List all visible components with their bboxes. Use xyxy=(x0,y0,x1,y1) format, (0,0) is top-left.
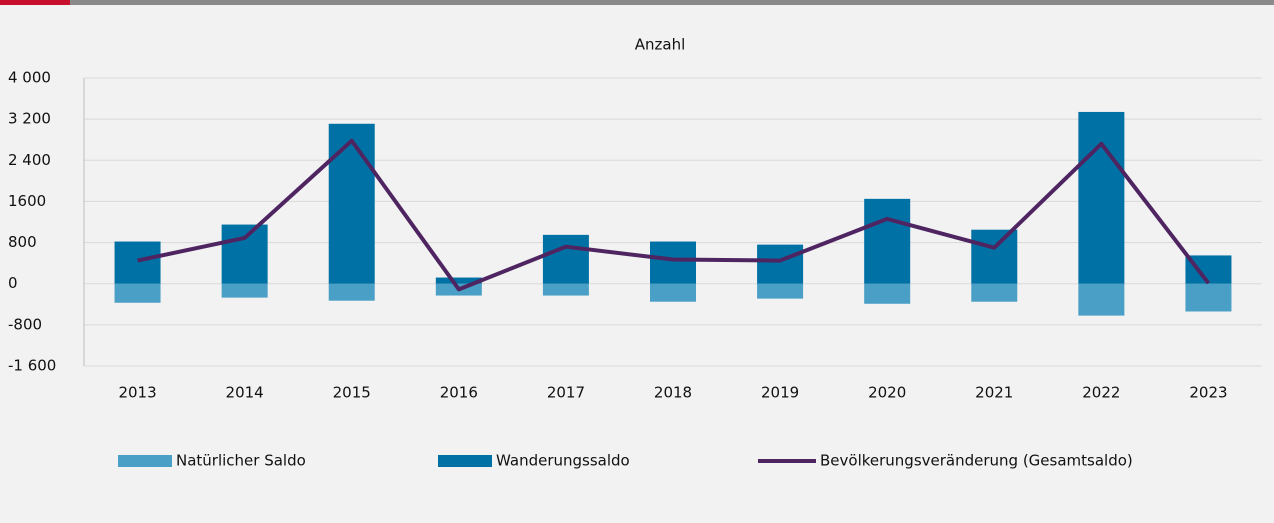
y-tick-label: -800 xyxy=(8,315,42,333)
x-tick-label: 2015 xyxy=(333,384,371,402)
bar xyxy=(328,283,375,301)
bar xyxy=(757,283,804,299)
bar xyxy=(221,224,268,284)
y-tick-label: 1600 xyxy=(8,192,46,210)
x-tick-label: 2018 xyxy=(654,384,692,402)
bar xyxy=(1078,111,1125,284)
x-tick-label: 2019 xyxy=(761,384,799,402)
legend-label: Bevölkerungsveränderung (Gesamtsaldo) xyxy=(820,452,1133,470)
y-tick-label: 2 400 xyxy=(8,151,51,169)
y-tick-label: -1 600 xyxy=(8,357,56,375)
bar xyxy=(114,241,161,284)
x-tick-label: 2021 xyxy=(975,384,1013,402)
bar xyxy=(328,123,375,284)
legend-swatch xyxy=(438,455,492,467)
bar xyxy=(542,234,589,284)
x-tick-label: 2014 xyxy=(226,384,264,402)
y-tick-label: 800 xyxy=(8,233,37,251)
y-tick-label: 0 xyxy=(8,274,18,292)
chart-title: Anzahl xyxy=(635,36,686,54)
legend-swatch xyxy=(118,455,172,467)
bar xyxy=(542,283,589,296)
bar xyxy=(971,229,1018,284)
legend-label: Natürlicher Saldo xyxy=(176,452,306,470)
y-tick-label: 3 200 xyxy=(8,110,51,128)
bar xyxy=(435,277,482,284)
line xyxy=(137,138,1211,292)
bar xyxy=(971,283,1018,302)
bar xyxy=(864,198,911,284)
bar xyxy=(757,244,804,284)
x-tick-label: 2022 xyxy=(1082,384,1120,402)
legend-label: Wanderungssaldo xyxy=(496,452,630,470)
x-tick-label: 2023 xyxy=(1189,384,1227,402)
x-tick-label: 2013 xyxy=(118,384,156,402)
x-tick-label: 2016 xyxy=(440,384,478,402)
bar xyxy=(650,241,696,284)
bar xyxy=(864,283,911,304)
bar xyxy=(650,283,696,302)
bar xyxy=(1078,283,1125,316)
top-accent xyxy=(0,0,70,5)
y-tick-label: 4 000 xyxy=(8,69,51,87)
top-bar xyxy=(0,0,1274,5)
x-tick-label: 2017 xyxy=(547,384,585,402)
x-tick-label: 2020 xyxy=(868,384,906,402)
bar xyxy=(1185,283,1232,312)
bar xyxy=(221,283,268,298)
bar xyxy=(114,283,161,303)
